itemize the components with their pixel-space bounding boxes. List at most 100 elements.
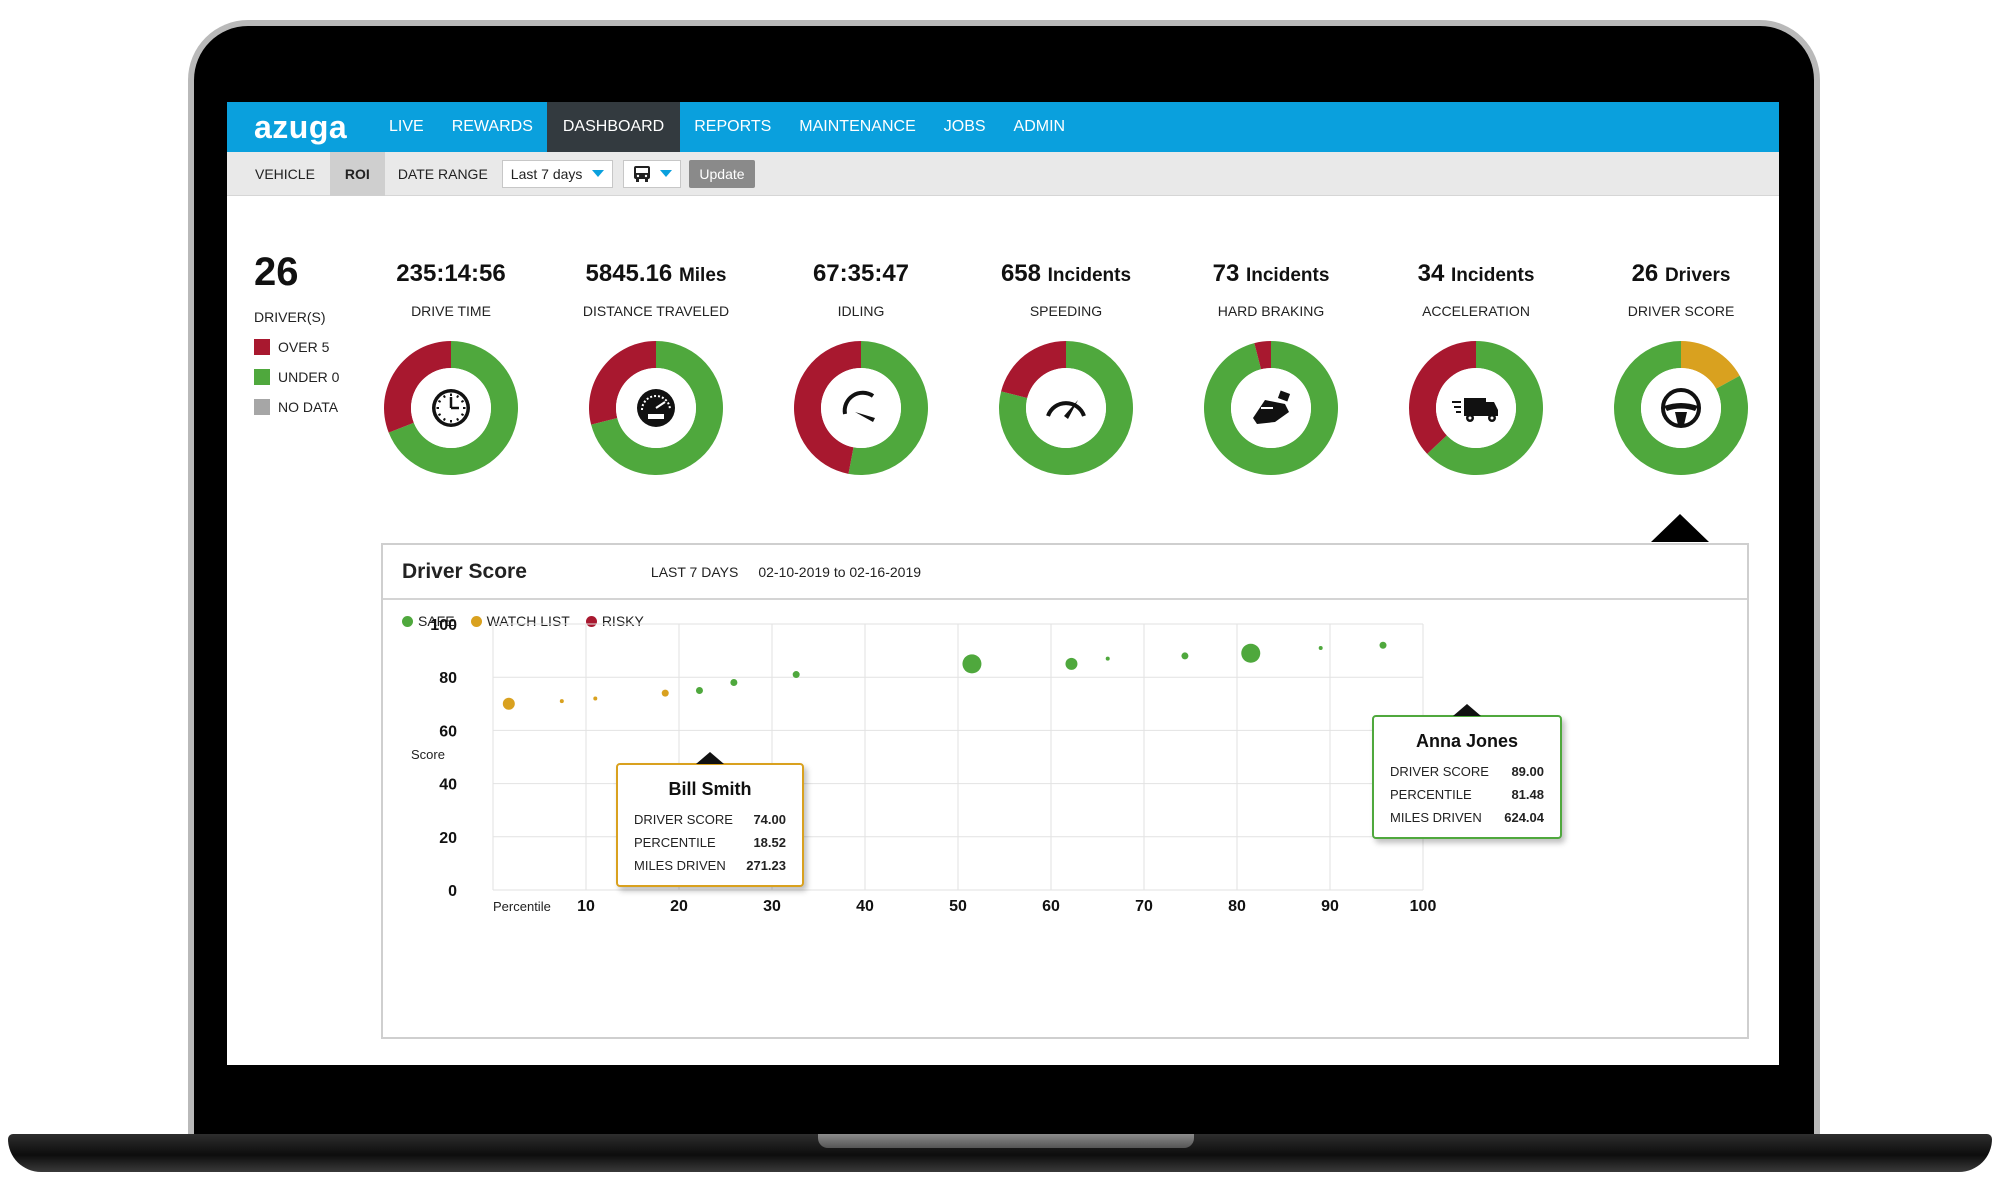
driver-tooltip: Anna Jones DRIVER SCORE 89.00 PERCENTILE 8… — [1372, 704, 1562, 839]
donut-segment-under[interactable] — [1427, 341, 1543, 475]
driver-score-panel: Driver Score LAST 7 DAYS 02-10-2019 to 0… — [381, 543, 1749, 1039]
donut-drive-time[interactable] — [383, 340, 519, 476]
stat-value: 658 Incidents — [1000, 260, 1132, 287]
y-tick-label: 80 — [439, 670, 457, 687]
stat-idling[interactable]: 67:35:47 IDLING — [761, 260, 961, 319]
stat-value: 73 Incidents — [1212, 260, 1330, 287]
donut-hard-braking[interactable] — [1203, 340, 1339, 476]
nav-rewards[interactable]: REWARDS — [451, 118, 533, 135]
legend-risky[interactable]: RISKY — [585, 613, 644, 629]
donut-segment-under[interactable] — [1614, 341, 1748, 475]
legend-safe[interactable]: SAFE — [402, 613, 455, 629]
clock-icon — [432, 389, 470, 427]
legend-swatch — [254, 369, 270, 385]
y-tick-label: 20 — [439, 830, 457, 847]
nav-admin[interactable]: ADMIN — [1013, 118, 1066, 135]
donut-idling[interactable] — [793, 340, 929, 476]
donut-segment-under[interactable] — [591, 341, 723, 475]
stat-acceleration[interactable]: 34 Incidents ACCELERATION — [1376, 260, 1576, 319]
gauge-low-icon — [842, 390, 875, 422]
donut-segment-under[interactable] — [999, 341, 1133, 475]
scatter-legend: SAFE WATCH LIST RISKY — [402, 613, 644, 629]
scatter-point[interactable] — [1318, 645, 1323, 650]
donut-segment-watch[interactable] — [1681, 341, 1740, 389]
tooltip-row: MILES DRIVEN 624.04 — [1390, 810, 1544, 825]
tooltip-driver-name: Bill Smith — [668, 779, 752, 799]
sub-nav: VEHICLE ROI DATE RANGE Last 7 days Updat… — [227, 151, 1779, 196]
legend-under-0: UNDER 0 — [254, 369, 339, 385]
stat-distance[interactable]: 5845.16 Miles DISTANCE TRAVELED — [556, 260, 756, 319]
donut-hole — [1026, 368, 1106, 448]
donut-speeding[interactable] — [998, 340, 1134, 476]
legend-over-5: OVER 5 — [254, 339, 339, 355]
stat-label: ACCELERATION — [1422, 303, 1530, 319]
nav-live[interactable]: LIVE — [389, 118, 424, 135]
nav-reports[interactable]: REPORTS — [694, 118, 772, 135]
legend-label: UNDER 0 — [278, 369, 340, 385]
donut-segment-under[interactable] — [848, 341, 928, 475]
donut-driver-score[interactable] — [1613, 340, 1749, 476]
nav-maintenance[interactable]: MAINTENANCE — [799, 118, 916, 135]
selected-pointer — [1651, 514, 1709, 542]
scatter-point[interactable] — [1105, 656, 1110, 661]
donut-segment-over[interactable] — [1254, 341, 1271, 370]
azuga-logo[interactable]: azuga — [254, 108, 348, 145]
date-range-select[interactable]: Last 7 days — [501, 159, 614, 188]
update-button[interactable]: Update — [689, 159, 755, 188]
stat-driver-score[interactable]: 26 Drivers DRIVER SCORE — [1581, 260, 1779, 319]
scatter-point[interactable] — [1241, 643, 1261, 663]
tooltip-row: MILES DRIVEN 271.23 — [634, 858, 786, 873]
x-tick-label: 80 — [1228, 898, 1246, 915]
stat-speeding[interactable]: 658 Incidents SPEEDING — [966, 260, 1166, 319]
donut-segment-under[interactable] — [1204, 341, 1338, 475]
legend-watch-list[interactable]: WATCH LIST — [470, 613, 570, 629]
scatter-point[interactable] — [1379, 641, 1387, 649]
brake-pedal-icon — [1253, 390, 1291, 424]
stat-drive-time[interactable]: 235:14:56 DRIVE TIME — [351, 260, 551, 319]
scatter-point[interactable] — [502, 697, 515, 710]
panel-range: LAST 7 DAYS — [650, 563, 739, 580]
donut-segment-over[interactable] — [1409, 341, 1476, 454]
legend-dot — [585, 615, 597, 627]
scatter-point[interactable] — [559, 699, 564, 704]
donut-segment-over[interactable] — [589, 341, 656, 425]
nav-dashboard[interactable]: DASHBOARD — [546, 102, 681, 152]
legend-label: WATCH LIST — [486, 613, 570, 629]
scatter-point[interactable] — [730, 679, 738, 687]
donut-acceleration[interactable] — [1408, 340, 1544, 476]
scatter-point[interactable] — [661, 689, 669, 697]
tab-roi[interactable]: ROI — [329, 151, 385, 196]
nav-jobs[interactable]: JOBS — [943, 118, 986, 135]
donut-distance[interactable] — [588, 340, 724, 476]
donut-segment-over[interactable] — [384, 341, 451, 433]
vehicle-type-select[interactable] — [623, 159, 682, 188]
scatter-point[interactable] — [1065, 657, 1078, 670]
stat-label: HARD BRAKING — [1217, 303, 1325, 319]
drivers-summary: 26 DRIVER(S) OVER 5 UNDER 0 NO DATA — [254, 250, 339, 415]
stat-value: 26 Drivers — [1631, 260, 1731, 287]
x-tick-label: 70 — [1135, 898, 1153, 915]
donut-segment-over[interactable] — [1001, 341, 1066, 399]
donut-segment-over[interactable] — [794, 341, 861, 474]
x-tick-label: 40 — [856, 898, 874, 915]
scatter-point[interactable] — [593, 696, 598, 701]
stat-hard-braking[interactable]: 73 Incidents HARD BRAKING — [1171, 260, 1371, 319]
panel-dates: 02-10-2019 to 02-16-2019 — [758, 563, 922, 580]
scatter-point[interactable] — [1181, 652, 1189, 660]
scatter-point[interactable] — [792, 671, 800, 679]
x-tick-label: 30 — [763, 898, 781, 915]
stat-value: 67:35:47 — [812, 260, 910, 287]
tooltip-row: PERCENTILE 81.48 — [1390, 787, 1544, 802]
donut-hole — [821, 368, 901, 448]
chevron-down-icon — [660, 170, 673, 177]
scatter-point[interactable] — [695, 687, 703, 694]
date-range-label: DATE RANGE — [397, 165, 488, 182]
bus-icon — [634, 165, 651, 182]
stat-label: DISTANCE TRAVELED — [582, 303, 730, 319]
tab-vehicle[interactable]: VEHICLE — [255, 165, 315, 182]
steering-wheel-icon — [1661, 388, 1701, 428]
donut-segment-under[interactable] — [388, 341, 518, 475]
legend-label: RISKY — [601, 613, 644, 629]
legend-label: OVER 5 — [278, 339, 330, 355]
scatter-point[interactable] — [962, 654, 982, 674]
